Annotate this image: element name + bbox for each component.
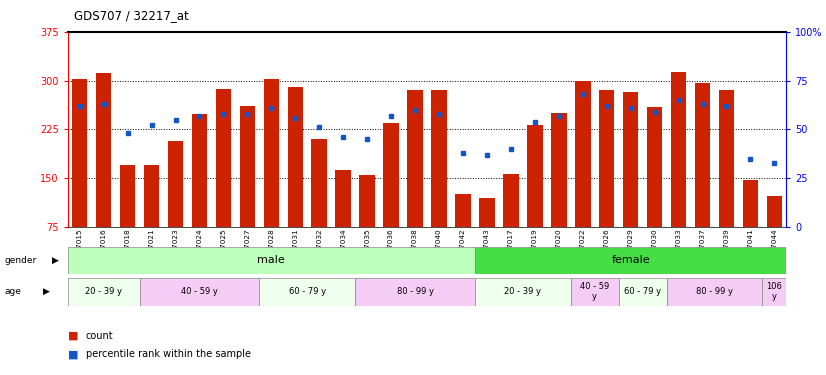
Bar xyxy=(96,73,112,227)
Bar xyxy=(762,278,786,306)
Text: ■: ■ xyxy=(68,331,78,340)
Bar xyxy=(192,114,207,227)
Bar xyxy=(647,106,662,227)
Text: 40 - 59 y: 40 - 59 y xyxy=(181,287,218,296)
Bar xyxy=(216,89,231,227)
Bar xyxy=(479,198,495,227)
Text: 20 - 39 y: 20 - 39 y xyxy=(505,287,541,296)
Bar xyxy=(311,139,327,227)
Text: male: male xyxy=(258,255,285,265)
Text: 60 - 79 y: 60 - 79 y xyxy=(624,287,661,296)
Text: age: age xyxy=(4,287,21,296)
Bar xyxy=(575,81,591,227)
Bar xyxy=(140,278,259,306)
Bar xyxy=(263,79,279,227)
Bar xyxy=(551,113,567,227)
Bar xyxy=(527,125,543,227)
Bar xyxy=(475,247,786,274)
Bar xyxy=(383,123,399,227)
Text: count: count xyxy=(86,331,113,340)
Bar xyxy=(475,278,571,306)
Bar xyxy=(667,278,762,306)
Bar xyxy=(455,194,471,227)
Text: 20 - 39 y: 20 - 39 y xyxy=(85,287,122,296)
Bar xyxy=(168,141,183,227)
Text: 80 - 99 y: 80 - 99 y xyxy=(396,287,434,296)
Bar xyxy=(259,278,355,306)
Bar xyxy=(335,170,351,227)
Bar xyxy=(68,278,140,306)
Text: percentile rank within the sample: percentile rank within the sample xyxy=(86,350,251,359)
Bar xyxy=(68,247,475,274)
Text: 80 - 99 y: 80 - 99 y xyxy=(696,287,733,296)
Text: 40 - 59
y: 40 - 59 y xyxy=(580,282,610,301)
Bar xyxy=(571,278,619,306)
Bar xyxy=(359,175,375,227)
Bar xyxy=(619,278,667,306)
Text: gender: gender xyxy=(4,256,36,265)
Bar xyxy=(719,90,734,227)
Text: female: female xyxy=(611,255,650,265)
Bar xyxy=(743,180,758,227)
Bar xyxy=(503,174,519,227)
Bar xyxy=(407,90,423,227)
Bar xyxy=(144,165,159,227)
Bar xyxy=(287,87,303,227)
Text: ▶: ▶ xyxy=(43,287,50,296)
Bar xyxy=(599,90,615,227)
Bar xyxy=(767,196,782,227)
Text: 106
y: 106 y xyxy=(767,282,782,301)
Bar xyxy=(671,72,686,227)
Text: ▶: ▶ xyxy=(52,256,59,265)
Bar xyxy=(72,79,88,227)
Bar xyxy=(623,92,638,227)
Text: 60 - 79 y: 60 - 79 y xyxy=(289,287,325,296)
Bar xyxy=(695,82,710,227)
Bar xyxy=(431,90,447,227)
Bar xyxy=(120,165,135,227)
Bar xyxy=(240,106,255,227)
Text: GDS707 / 32217_at: GDS707 / 32217_at xyxy=(74,9,189,22)
Bar xyxy=(355,278,475,306)
Text: ■: ■ xyxy=(68,350,78,359)
